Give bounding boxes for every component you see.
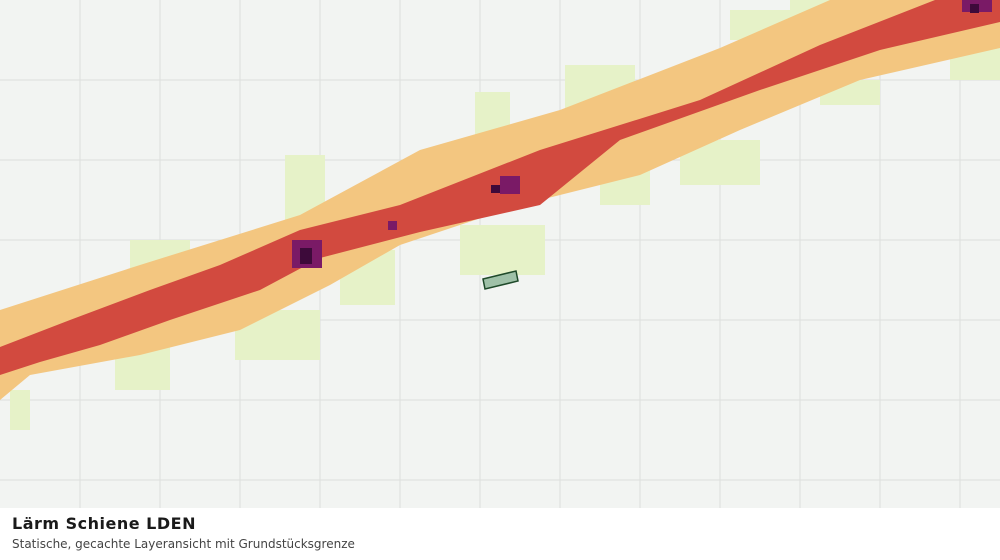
map-subtitle: Statische, gecachte Layeransicht mit Gru…	[12, 537, 355, 551]
map-title: Lärm Schiene LDEN	[12, 514, 196, 533]
map-view	[0, 0, 1000, 508]
caption-panel: Lärm Schiene LDEN Statische, gecachte La…	[0, 508, 1000, 560]
noise-zone-peak	[300, 4, 979, 264]
parcel-boundary	[482, 270, 519, 290]
